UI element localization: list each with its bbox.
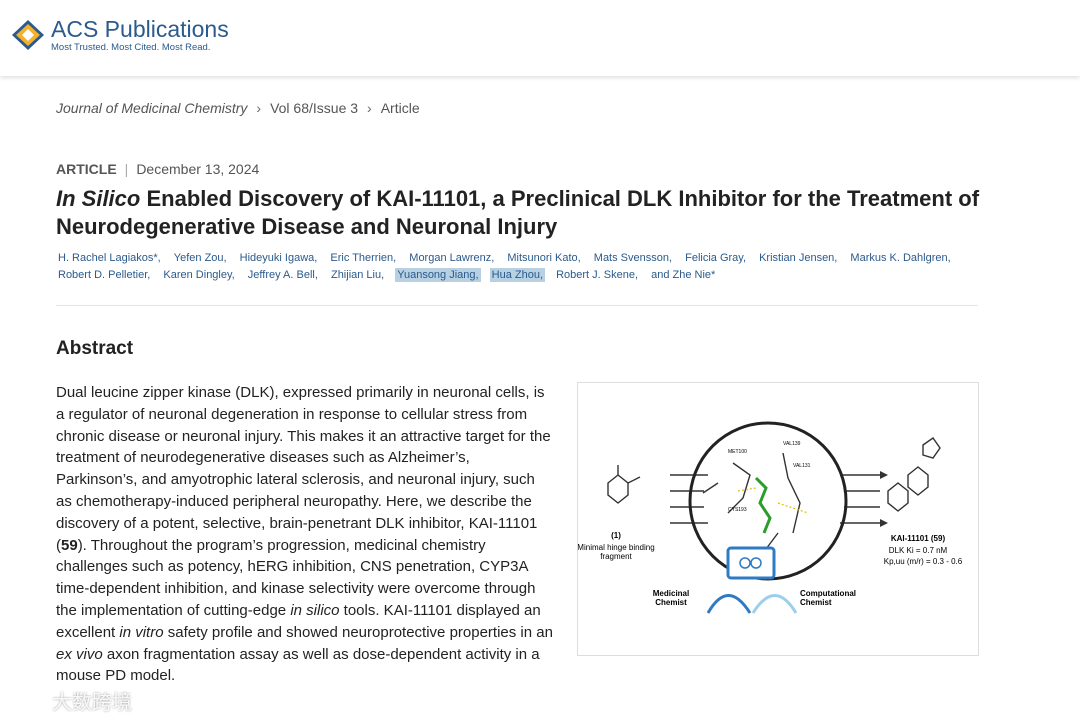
author[interactable]: Eric Therrien, (330, 252, 397, 264)
brand[interactable]: ACS Publications (51, 16, 229, 42)
author[interactable]: Karen Dingley, (163, 269, 235, 281)
residue: MET100 (728, 449, 747, 455)
author[interactable]: Kristian Jensen, (759, 252, 838, 264)
sep: › (256, 100, 262, 116)
tagline: Most Trusted. Most Cited. Most Read. (51, 42, 211, 53)
crumb-journal[interactable]: Journal of Medicinal Chemistry (56, 100, 248, 116)
author[interactable]: Yefen Zou, (173, 252, 227, 264)
article-date: December 13, 2024 (136, 161, 260, 177)
author[interactable]: Robert D. Pelletier, (58, 269, 151, 281)
abstract-run: in vitro (119, 623, 164, 641)
author[interactable]: Jeffrey A. Bell, (247, 269, 318, 281)
sep: | (124, 161, 129, 177)
title-italic: In Silico (56, 186, 141, 211)
breadcrumb: Journal of Medicinal Chemistry › Vol 68/Is… (56, 100, 420, 116)
abstract-run: tools. KAI-11101 displayed an excellent (56, 601, 541, 641)
abstract-text: Dual leucine zipper kinase (DLK), expres… (56, 382, 554, 687)
logo[interactable] (10, 18, 46, 52)
author[interactable]: Hua Zhou, (489, 268, 546, 282)
sep: › (367, 100, 372, 116)
abstract-run: 59 (61, 536, 78, 554)
computational-label: Computational Chemist (800, 589, 856, 607)
abstract-run: Dual leucine zipper kinase (DLK), expres… (56, 384, 551, 554)
medicinal-label: Medicinal Chemist (652, 589, 690, 607)
ki: DLK Ki = 0.7 nM (889, 546, 948, 555)
author[interactable]: Zhijian Liu, (330, 269, 385, 281)
author[interactable]: and Zhe Nie* (651, 269, 716, 281)
author[interactable]: Markus K. Dahlgren, (850, 252, 951, 264)
divider (56, 305, 978, 306)
author[interactable]: Hideyuki Igawa, (239, 252, 318, 264)
toc-graphic[interactable]: (1) Minimal hinge binding fragment MET10… (577, 382, 979, 656)
watermark: 大数跨境 (52, 690, 132, 714)
abstract-run: in silico (290, 601, 340, 619)
fragment-caption: Minimal hinge binding fragment (577, 543, 655, 561)
author[interactable]: Robert J. Skene, (556, 269, 639, 281)
abstract-heading: Abstract (56, 338, 134, 359)
kpuu: Kp,uu (m/r) = 0.3 - 0.6 (884, 557, 963, 566)
authors: H. Rachel Lagiakos*, Yefen Zou, Hideyuki… (56, 250, 971, 284)
title-rest: Enabled Discovery of KAI-11101, a Precli… (56, 186, 980, 239)
abstract-run: axon fragmentation assay as well as dose… (56, 645, 540, 685)
article-meta: ARTICLE | December 13, 2024 (56, 161, 259, 177)
author[interactable]: Felicia Gray, (685, 252, 747, 264)
fragment-number: (1) (611, 531, 621, 540)
article-title: In Silico Enabled Discovery of KAI-11101… (56, 185, 996, 241)
crumb-article: Article (380, 100, 420, 116)
residue: VAL139 (783, 441, 801, 447)
compound: KAI-11101 (59) (891, 534, 946, 543)
abstract-run: ex vivo (56, 645, 103, 663)
author[interactable]: Yuansong Jiang, (395, 268, 481, 282)
site-header: ACS Publications Most Trusted. Most Cite… (0, 0, 1080, 76)
abstract-run: safety profile and showed neuroprotectiv… (163, 623, 553, 641)
author[interactable]: Mats Svensson, (593, 252, 673, 264)
crumb-issue[interactable]: Vol 68/Issue 3 (270, 100, 359, 116)
author[interactable]: H. Rachel Lagiakos*, (58, 252, 161, 264)
residue: CYS193 (728, 507, 747, 513)
article-kind: ARTICLE (56, 161, 117, 177)
residue: VAL131 (793, 463, 811, 469)
graphic: (1) Minimal hinge binding fragment MET10… (577, 421, 963, 614)
author[interactable]: Morgan Lawrenz, (409, 252, 495, 264)
abstract-run: ). Throughout the program’s progression,… (56, 536, 536, 619)
author[interactable]: Mitsunori Kato, (507, 252, 581, 264)
